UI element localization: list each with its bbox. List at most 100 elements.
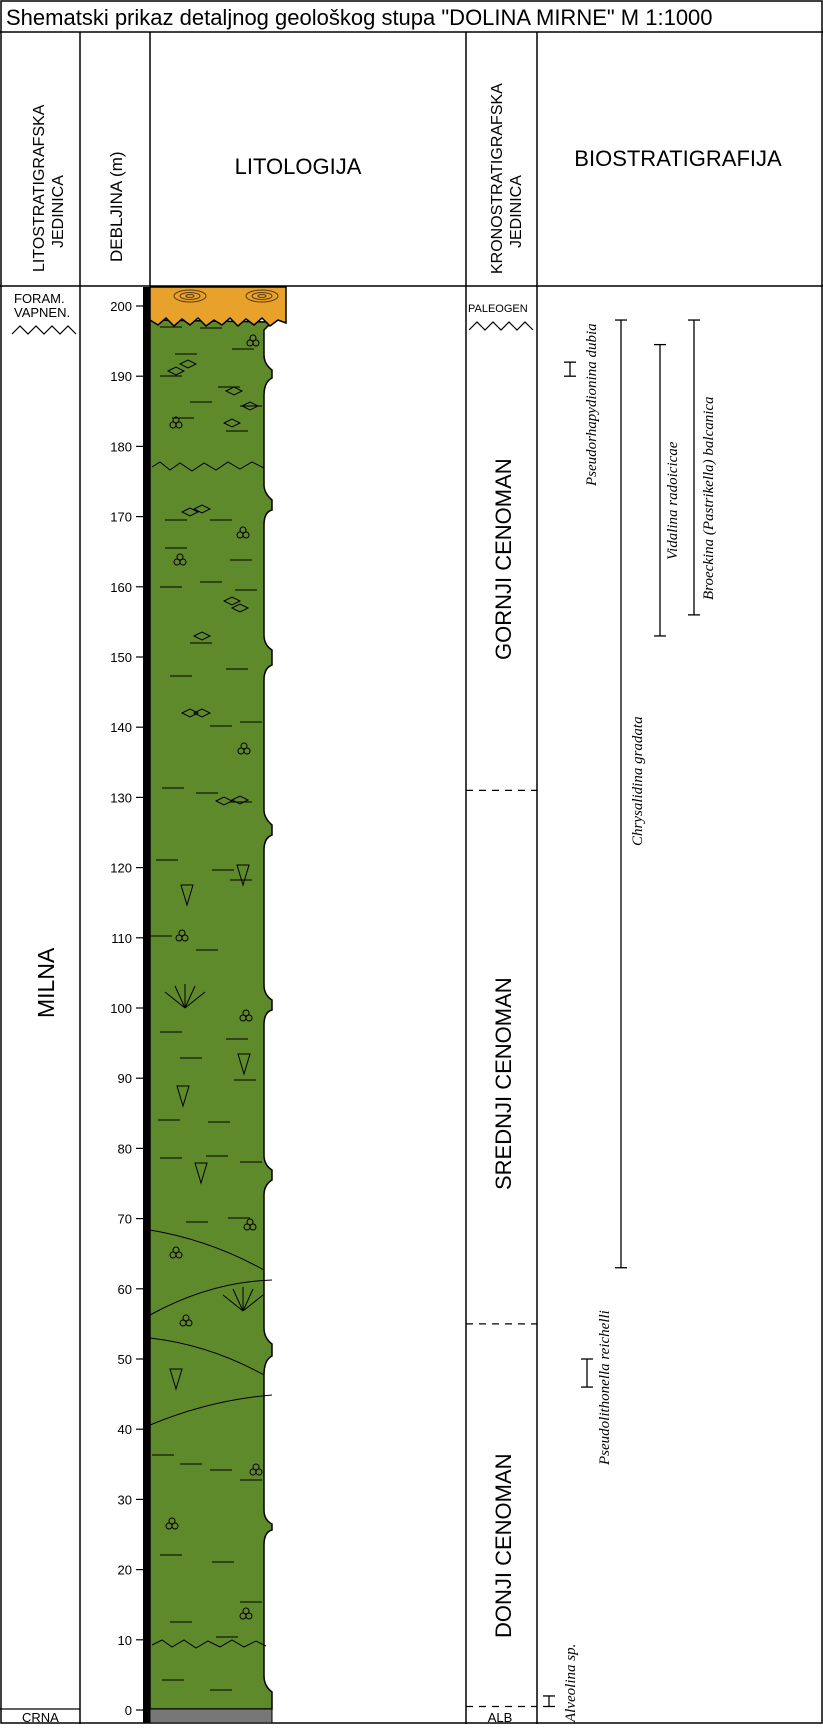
depth-tick-label: 160 <box>110 580 132 595</box>
taxon-pseudorhapydionina-dubia: Pseudorhapydionina dubia <box>584 323 600 487</box>
header-litologija: LITOLOGIJA <box>235 154 362 179</box>
foraminifera-symbol <box>246 334 260 347</box>
foram-chamber <box>182 1314 190 1322</box>
limestone-body <box>149 319 274 1710</box>
rudist-symbol <box>164 984 206 1009</box>
foraminifera-symbol <box>165 1517 179 1530</box>
gastropod-symbol <box>176 1085 190 1108</box>
lithology-column <box>143 286 287 1724</box>
foram-chamber <box>172 1246 180 1254</box>
biostratigraphy-column: Pseudorhapydionina dubia Chrysalidina gr… <box>543 319 717 1723</box>
foram-chamber <box>240 742 248 750</box>
chrono-unit-paleogen: PALEOGEN <box>468 303 528 315</box>
taxon-chrysalidina-gradata: Chrysalidina gradata <box>630 716 646 846</box>
oolite-lens-symbol <box>214 796 234 806</box>
oolite-lens-symbol <box>192 631 212 641</box>
taxon-broeckina-balcanica: Broeckina (Pastrikella) balcanica <box>701 396 717 600</box>
chrono-unit-alb: ALB <box>488 1710 513 1724</box>
lithology-symbols <box>149 326 273 1691</box>
cross-bed-line <box>149 1229 265 1271</box>
depth-tick-label: 40 <box>118 1422 132 1437</box>
depth-tick-label: 100 <box>110 1001 132 1016</box>
basal-dark-unit <box>149 1708 273 1724</box>
chrono-unit-srednji-cenoman: SREDNJI CENOMAN <box>491 977 516 1190</box>
foram-chamber <box>252 1463 260 1471</box>
chronostratigraphy-column: PALEOGEN GORNJI CENOMAN SREDNJI CENOMAN … <box>466 303 537 1725</box>
depth-tick-label: 80 <box>118 1141 132 1156</box>
cross-bed-line <box>149 1337 265 1376</box>
header-litostrat-line2: JEDINICA <box>50 175 67 248</box>
oolite-lens-symbol <box>178 359 198 369</box>
gastropod-symbol <box>194 1162 208 1185</box>
foram-chamber <box>179 558 187 566</box>
depth-tick-label: 110 <box>111 931 132 946</box>
taxon-vidalina-radoicicae: Vidalina radoicicae <box>665 441 681 560</box>
header-kronostrat-line1: KRONOSTRATIGRAFSKA <box>489 83 506 274</box>
depth-tick-label: 200 <box>110 299 132 314</box>
gastropod-symbol <box>180 884 194 907</box>
chrono-unit-donji-cenoman: DONJI CENOMAN <box>491 1453 516 1638</box>
foram-chamber <box>175 1251 183 1259</box>
foraminifera-symbol <box>169 416 183 429</box>
foram-chamber <box>168 1517 176 1525</box>
large-foram-symbols <box>173 289 279 303</box>
foraminifera-symbol <box>173 553 187 566</box>
foraminifera-symbol <box>243 1218 257 1231</box>
foram-chamber <box>242 1607 250 1615</box>
oolite-lens-symbol <box>240 401 260 411</box>
foram-chamber <box>242 1009 250 1017</box>
foraminifera-symbol <box>237 742 251 755</box>
taxon-alveolina-sp: Alveolina sp. <box>563 1644 579 1723</box>
foram-chamber <box>178 929 186 937</box>
oolite-lens-symbol <box>222 418 242 428</box>
depth-tick-label: 50 <box>118 1352 132 1367</box>
litho-unconformity-line <box>11 325 77 335</box>
gastropod-symbol <box>237 1053 251 1076</box>
oolite-lens-symbol <box>230 795 250 805</box>
depth-tick-label: 180 <box>110 439 132 454</box>
depth-tick-label: 30 <box>118 1492 132 1507</box>
foram-chamber <box>245 1612 253 1620</box>
depth-tick-label: 150 <box>110 650 132 665</box>
foram-chamber <box>172 416 180 424</box>
oolite-lens-symbol <box>224 386 244 396</box>
foram-chamber <box>255 1468 263 1476</box>
foram-chamber <box>242 531 250 539</box>
oolite-lens-symbol <box>192 708 212 718</box>
foraminifera-symbol <box>239 1607 253 1620</box>
gastropod-symbol <box>236 864 250 887</box>
foram-chamber <box>239 526 247 534</box>
litho-unit-milna: MILNA <box>33 947 59 1018</box>
litho-unit-crna: CRNA <box>22 1710 59 1724</box>
foraminifera-symbol <box>169 1246 183 1259</box>
depth-tick-label: 0 <box>125 1703 132 1718</box>
depth-tick-label: 10 <box>118 1633 132 1648</box>
rudist-symbol <box>222 1287 264 1312</box>
cross-bed-line <box>149 1279 273 1316</box>
chrono-unit-gornji-cenoman: GORNJI CENOMAN <box>491 458 516 660</box>
foram-chamber <box>245 1014 253 1022</box>
oolite-lens-symbol <box>230 603 250 613</box>
foraminifera-symbol <box>249 1463 263 1476</box>
gastropod-symbol <box>169 1368 183 1391</box>
depth-tick-label: 20 <box>118 1563 132 1578</box>
depth-tick-label: 70 <box>118 1212 132 1227</box>
depth-tick-label: 170 <box>110 510 132 525</box>
foraminifera-symbol <box>179 1314 193 1327</box>
foram-chamber <box>171 1522 179 1530</box>
oolite-lens-symbol <box>180 708 200 718</box>
depth-tick-label: 130 <box>110 790 132 805</box>
foram-chamber <box>249 334 257 342</box>
depth-tick-label: 60 <box>118 1282 132 1297</box>
litho-unit-foram-line2: VAPNEN. <box>14 305 70 320</box>
oolite-lens-symbol <box>192 504 212 514</box>
depth-axis: 0 10 20 30 40 50 60 70 80 90 100 110 120 130 140 150 160… <box>110 299 143 1718</box>
foram-chamber <box>246 1218 254 1226</box>
cross-bed-line <box>149 1394 273 1426</box>
foram-chamber <box>175 421 183 429</box>
black-depth-bar <box>143 287 150 1723</box>
depth-tick-label: 140 <box>110 720 132 735</box>
